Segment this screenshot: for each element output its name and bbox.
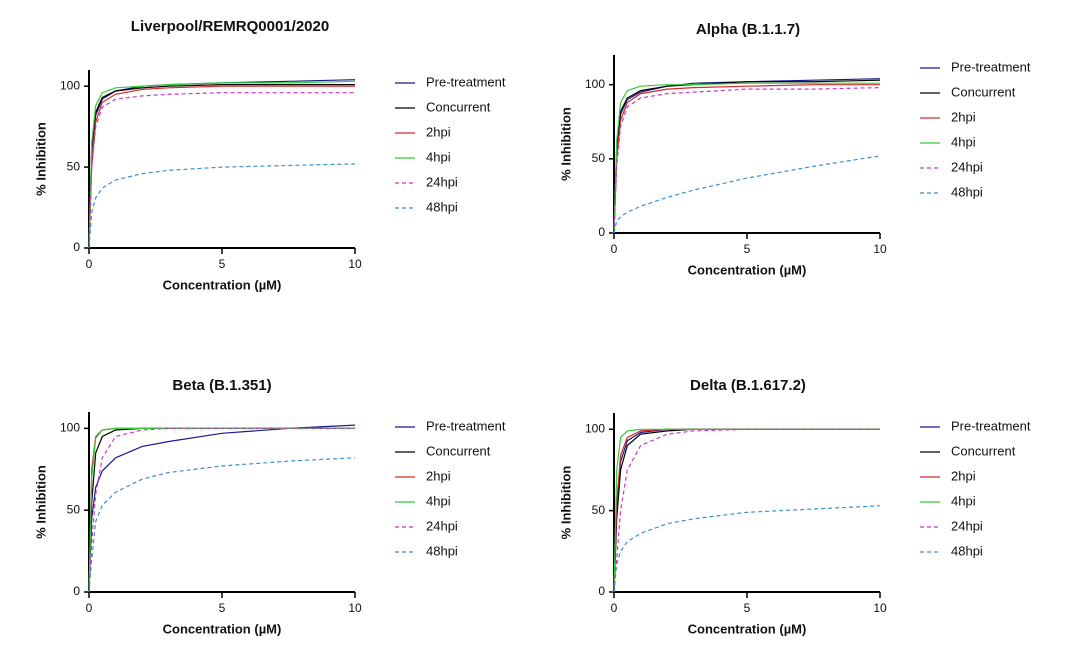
series-line <box>88 427 355 593</box>
y-tick-label: 0 <box>598 584 605 598</box>
legend-label: Concurrent <box>951 443 1016 458</box>
series-line <box>88 92 355 249</box>
series-line <box>613 428 880 593</box>
legend-label: Concurrent <box>426 443 491 458</box>
panel: Beta (B.1.351) 0 50 100 0 5 10 Concentration (µ… <box>33 377 505 636</box>
panel: Alpha (B.1.1.7) 0 50 100 0 5 10 Concentration (… <box>558 21 1030 277</box>
legend-label: Pre-treatment <box>951 59 1031 74</box>
panel-title: Delta (B.1.617.2) <box>690 377 806 394</box>
x-tick-label: 5 <box>744 601 751 615</box>
legend-label: 2hpi <box>426 468 451 483</box>
x-tick-label: 10 <box>873 242 887 256</box>
x-tick-label: 10 <box>873 601 887 615</box>
series-line <box>88 427 355 593</box>
panel-title: Beta (B.1.351) <box>172 377 271 394</box>
series-line <box>613 428 880 593</box>
panel-title: Alpha (B.1.1.7) <box>696 21 800 38</box>
series-line <box>88 427 355 593</box>
series-line <box>88 427 355 593</box>
y-axis-label: % Inhibition <box>558 466 573 540</box>
x-axis-label: Concentration (µM) <box>688 262 807 277</box>
x-tick-label: 5 <box>219 257 226 271</box>
panel: Liverpool/REMRQ0001/2020 0 50 100 0 5 10 Concen… <box>33 18 505 292</box>
x-tick-label: 0 <box>86 601 93 615</box>
x-tick-label: 10 <box>348 257 362 271</box>
series-line <box>88 163 356 249</box>
x-tick-label: 0 <box>611 242 618 256</box>
y-tick-label: 0 <box>73 240 80 254</box>
series-line <box>613 155 881 234</box>
x-tick-label: 5 <box>744 242 751 256</box>
series-line <box>88 457 356 593</box>
series-line <box>88 79 356 249</box>
y-tick-label: 100 <box>585 77 605 91</box>
series-line <box>88 80 356 249</box>
y-axis-label: % Inhibition <box>558 107 573 181</box>
series-line <box>613 87 881 234</box>
legend-label: Concurrent <box>426 99 491 114</box>
legend-label: 2hpi <box>426 124 451 139</box>
series-line <box>613 82 880 234</box>
y-tick-label: 0 <box>598 225 605 239</box>
series-line <box>613 84 880 234</box>
y-tick-label: 50 <box>592 503 606 517</box>
panel: Delta (B.1.617.2) 0 50 100 0 5 10 Concentration… <box>558 377 1030 636</box>
series-line <box>613 505 881 593</box>
legend-label: 24hpi <box>951 518 983 533</box>
x-tick-label: 10 <box>348 601 362 615</box>
legend-label: Concurrent <box>951 84 1016 99</box>
legend-label: 4hpi <box>951 134 976 149</box>
y-tick-label: 100 <box>60 78 80 92</box>
legend-label: 4hpi <box>951 493 976 508</box>
legend-label: 48hpi <box>951 184 983 199</box>
x-axis-label: Concentration (µM) <box>688 621 807 636</box>
y-tick-label: 100 <box>60 421 80 435</box>
y-tick-label: 50 <box>592 151 606 165</box>
y-tick-label: 0 <box>73 584 80 598</box>
legend-label: 48hpi <box>426 543 458 558</box>
legend-label: 24hpi <box>426 174 458 189</box>
y-axis-label: % Inhibition <box>33 465 48 539</box>
x-tick-label: 5 <box>219 601 226 615</box>
series-line <box>613 428 880 593</box>
legend-label: 4hpi <box>426 493 451 508</box>
legend-label: Pre-treatment <box>426 418 506 433</box>
series-line <box>613 79 881 234</box>
series-line <box>613 428 880 593</box>
y-tick-label: 100 <box>585 421 605 435</box>
legend-label: 2hpi <box>951 109 976 124</box>
legend-label: 48hpi <box>426 199 458 214</box>
series-line <box>613 78 881 234</box>
series-line <box>88 84 355 249</box>
legend-label: 48hpi <box>951 543 983 558</box>
y-axis-label: % Inhibition <box>33 122 48 196</box>
x-tick-label: 0 <box>611 601 618 615</box>
legend-label: 24hpi <box>951 159 983 174</box>
series-line <box>88 424 356 593</box>
legend-label: 24hpi <box>426 518 458 533</box>
x-axis-label: Concentration (µM) <box>163 277 282 292</box>
x-axis-label: Concentration (µM) <box>163 621 282 636</box>
series-line <box>613 428 880 593</box>
legend-label: Pre-treatment <box>951 418 1031 433</box>
legend-label: Pre-treatment <box>426 74 506 89</box>
panel-title: Liverpool/REMRQ0001/2020 <box>131 18 329 35</box>
legend-label: 4hpi <box>426 149 451 164</box>
x-tick-label: 0 <box>86 257 93 271</box>
y-tick-label: 50 <box>67 502 81 516</box>
series-line <box>88 85 355 249</box>
y-tick-label: 50 <box>67 159 81 173</box>
legend-label: 2hpi <box>951 468 976 483</box>
